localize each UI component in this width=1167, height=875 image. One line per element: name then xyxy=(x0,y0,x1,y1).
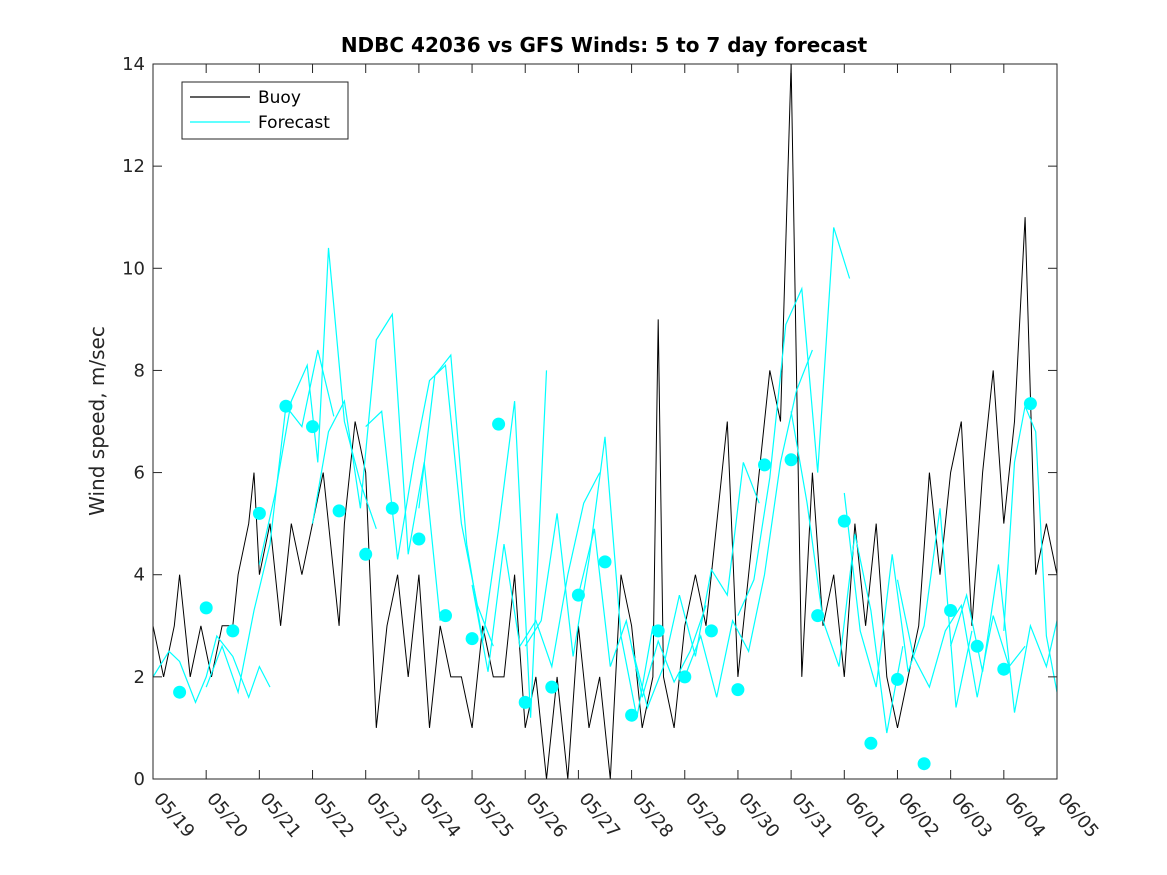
forecast-point xyxy=(545,680,559,694)
y-tick-label: 0 xyxy=(134,769,145,790)
forecast-line-13 xyxy=(843,492,973,708)
forecast-point xyxy=(359,547,373,561)
forecast-point xyxy=(970,639,984,653)
x-tick-label: 05/23 xyxy=(362,789,411,842)
forecast-line-3 xyxy=(311,312,441,621)
y-tick-label: 14 xyxy=(122,54,145,75)
forecast-point xyxy=(226,624,240,638)
forecast-point xyxy=(731,683,745,697)
forecast-line-9 xyxy=(631,462,760,710)
x-tick-label: 05/20 xyxy=(202,789,251,842)
forecast-line-6 xyxy=(471,472,601,672)
forecast-point xyxy=(306,420,319,434)
legend-box xyxy=(181,81,349,140)
x-tick-label: 05/30 xyxy=(734,789,783,842)
forecast-point xyxy=(598,555,612,569)
forecast-line-12 xyxy=(790,411,904,734)
forecast-point xyxy=(465,632,479,646)
x-tick-label: 06/01 xyxy=(840,789,889,842)
x-tick-label: 06/03 xyxy=(947,789,996,842)
forecast-point xyxy=(678,670,692,684)
chart-title: NDBC 42036 vs GFS Winds: 5 to 7 day fore… xyxy=(341,33,868,57)
forecast-point xyxy=(704,624,718,638)
forecast-point xyxy=(199,601,213,615)
forecast-point xyxy=(997,662,1011,676)
forecast-line-4 xyxy=(365,364,494,647)
y-tick-label: 6 xyxy=(134,463,145,484)
forecast-point xyxy=(864,736,878,750)
forecast-point xyxy=(1023,397,1037,411)
forecast-point xyxy=(252,506,266,520)
x-tick-label: 05/31 xyxy=(787,789,836,842)
forecast-point xyxy=(385,501,399,515)
forecast-point xyxy=(944,604,958,617)
x-tick-label: 05/27 xyxy=(575,789,624,842)
forecast-point xyxy=(811,609,825,623)
forecast-point xyxy=(173,685,187,699)
forecast-point xyxy=(412,532,426,546)
x-tick-label: 06/02 xyxy=(894,789,943,842)
forecast-line-16 xyxy=(1003,404,1057,693)
forecast-point xyxy=(651,624,665,638)
y-axis-label: Wind speed, m/sec xyxy=(85,326,109,516)
y-tick-label: 4 xyxy=(134,565,145,586)
forecast-line-2 xyxy=(258,247,377,565)
forecast-point xyxy=(518,695,532,709)
forecast-point xyxy=(917,757,931,771)
x-tick-label: 05/29 xyxy=(681,789,730,842)
forecast-point xyxy=(439,609,452,623)
x-tick-label: 05/21 xyxy=(256,789,305,842)
forecast-line-14 xyxy=(896,579,1026,698)
y-tick-label: 8 xyxy=(134,360,145,381)
plot-area xyxy=(153,64,1057,779)
forecast-point xyxy=(625,708,639,722)
legend-label: Forecast xyxy=(258,113,330,133)
x-tick-label: 05/25 xyxy=(468,789,517,842)
forecast-point xyxy=(784,453,798,467)
forecast-line-8 xyxy=(577,528,707,698)
forecast-line-0 xyxy=(153,634,271,705)
x-tick-label: 05/19 xyxy=(149,789,198,842)
y-tick-label: 12 xyxy=(122,156,145,177)
forecast-point xyxy=(891,672,904,686)
forecast-point xyxy=(758,458,771,472)
forecast-point xyxy=(332,504,346,518)
x-tick-label: 05/26 xyxy=(521,789,570,842)
x-tick-label: 05/28 xyxy=(628,789,677,842)
forecast-line-5 xyxy=(418,353,548,718)
forecast-point xyxy=(571,588,585,602)
forecast-line-15 xyxy=(950,564,1057,713)
buoy-line xyxy=(153,64,1057,779)
x-tick-label: 06/04 xyxy=(1000,789,1049,842)
forecast-point xyxy=(492,417,506,431)
y-tick-label: 2 xyxy=(134,667,145,688)
legend-label: Buoy xyxy=(258,88,301,108)
forecast-line-7 xyxy=(524,436,654,718)
y-tick-label: 10 xyxy=(122,258,145,279)
forecast-line-10 xyxy=(684,349,813,698)
legend: Buoy Forecast xyxy=(181,81,349,140)
axes-box xyxy=(152,63,1058,780)
x-tick-label: 06/05 xyxy=(1053,789,1102,842)
forecast-point xyxy=(279,399,293,413)
forecast-line-1 xyxy=(205,349,335,695)
forecast-point xyxy=(837,514,851,528)
x-tick-label: 05/24 xyxy=(415,789,464,842)
forecast-line-11 xyxy=(737,227,851,616)
x-tick-label: 05/22 xyxy=(309,789,358,842)
